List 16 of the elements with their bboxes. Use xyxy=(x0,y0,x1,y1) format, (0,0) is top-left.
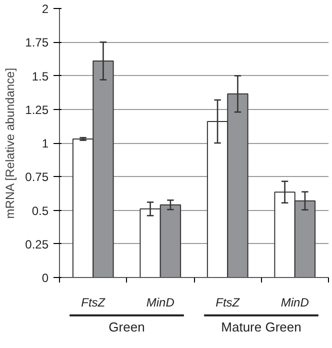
text: Green xyxy=(108,320,145,335)
y-axis-title: mRNA [Relative abundance] xyxy=(3,68,18,219)
y-tick-label: 0 xyxy=(42,271,49,285)
x-tick-label: FtsZ xyxy=(216,296,240,310)
y-tick-label: 1.5 xyxy=(32,69,49,84)
x-tick-label: FtsZ xyxy=(81,296,106,310)
y-tick-label: 1.75 xyxy=(25,36,49,50)
y-tick-label: 0.5 xyxy=(32,204,49,218)
y-tick-label: 1 xyxy=(42,136,49,150)
x-tick-label: MinD xyxy=(146,296,175,310)
y-tick-label: 1.25 xyxy=(25,102,49,117)
text: Mature Green xyxy=(221,320,302,335)
y-tick-label: 2 xyxy=(42,2,49,16)
x-tick-label: MinD xyxy=(280,296,310,310)
y-tick-label: 0.25 xyxy=(25,237,49,252)
y-tick-label: 0.75 xyxy=(25,170,49,184)
